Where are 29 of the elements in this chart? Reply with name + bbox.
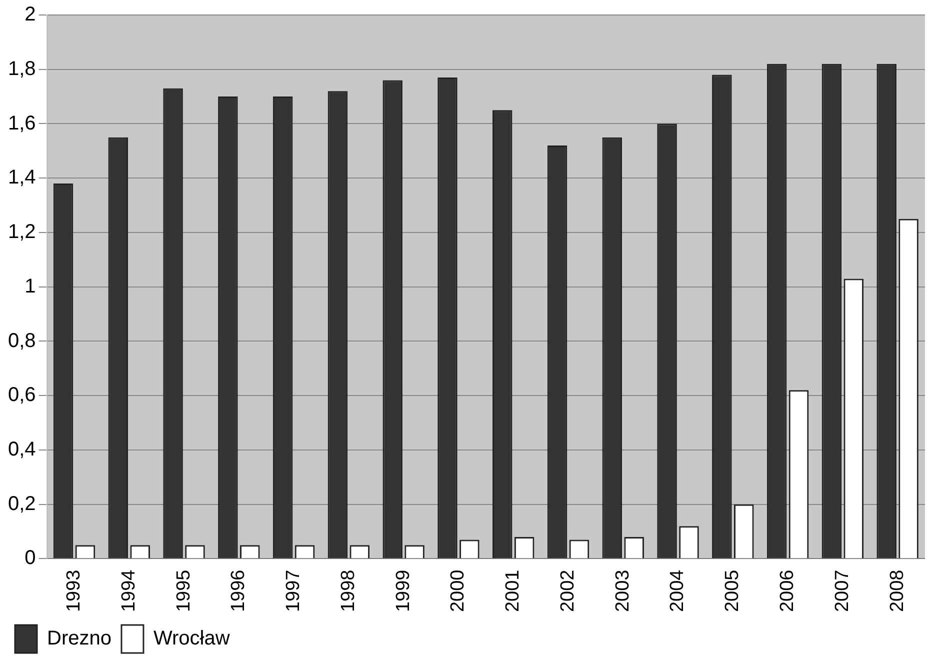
y-tick-label: 1,4 — [8, 166, 36, 189]
legend-label: Wrocław — [153, 628, 230, 650]
x-tick-label: 2001 — [502, 570, 524, 612]
y-tick-label: 2 — [24, 4, 36, 26]
x-tick-label: 1999 — [392, 570, 414, 612]
y-tick-label: 0,2 — [8, 492, 36, 515]
x-tick-label: 1995 — [173, 570, 194, 612]
x-tick-label: 2000 — [448, 570, 469, 612]
x-tick-label: 2006 — [777, 570, 798, 612]
x-tick-label: 1994 — [118, 569, 140, 612]
y-tick-label: 1,6 — [8, 112, 36, 134]
legend-label: Drezno — [47, 628, 112, 650]
x-tick-label: 2002 — [557, 570, 578, 612]
x-tick-label: 2005 — [722, 570, 744, 612]
y-tick-label: 0,6 — [8, 384, 36, 406]
y-tick-label: 0,8 — [8, 330, 36, 352]
y-tick-label: 0,4 — [8, 438, 36, 460]
x-tick-label: 1996 — [228, 570, 250, 612]
y-tick-label: 0 — [24, 547, 36, 570]
x-tick-label: 1997 — [283, 570, 304, 612]
y-tick-label: 1,2 — [8, 221, 36, 244]
y-tick-label: 1,8 — [8, 58, 36, 80]
x-tick-label: 2003 — [612, 570, 634, 612]
x-tick-label: 2004 — [667, 569, 688, 612]
x-tick-label: 1993 — [63, 570, 84, 612]
x-tick-label: 2007 — [832, 570, 853, 612]
x-tick-label: 2008 — [886, 570, 908, 612]
x-tick-label: 1998 — [338, 570, 359, 612]
y-tick-label: 1 — [24, 275, 36, 298]
